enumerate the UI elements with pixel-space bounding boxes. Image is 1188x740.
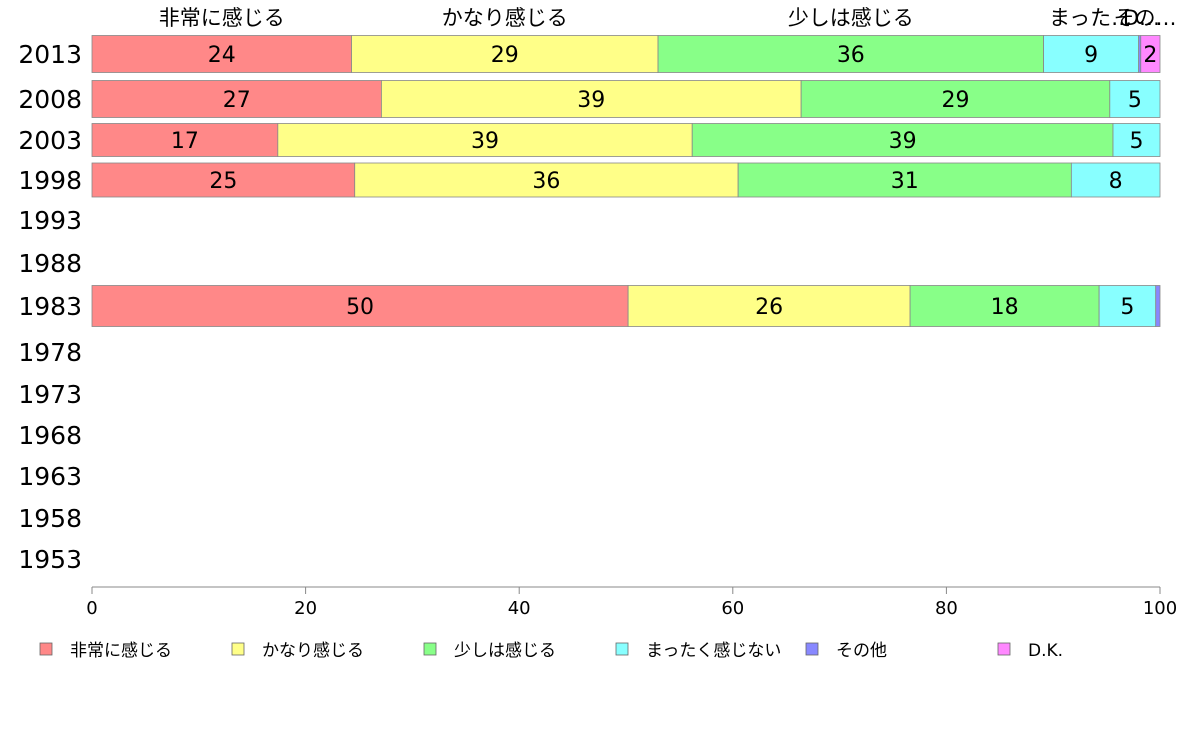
bar-2008-series-0 [91, 80, 382, 118]
legend-label-1: かなり感じる [262, 641, 364, 661]
data-label-2013-series-3: 9 [1084, 43, 1098, 68]
y-axis-labels: 2013 2008 2003 1998 1993 1988 1983 1978 1973 1968… [18, 40, 82, 574]
y-label-2013: 2013 [18, 40, 82, 69]
data-label-1998-series-3: 8 [1109, 169, 1123, 194]
data-label-2008-series-3: 5 [1128, 88, 1142, 113]
y-label-1978: 1978 [18, 338, 82, 367]
top-category-labels: 非常に感じる かなり感じる 少しは感じる まった…その…D… [159, 6, 1177, 30]
y-label-2003: 2003 [18, 126, 82, 155]
legend-swatch-2 [423, 642, 437, 656]
data-label-2003-series-2: 39 [889, 129, 917, 154]
top-label-4: その… [1114, 6, 1177, 30]
y-label-1983: 1983 [18, 292, 82, 321]
top-label-2: 少しは感じる [788, 6, 914, 30]
bar-2003-series-2 [691, 123, 1114, 157]
y-label-1973: 1973 [18, 380, 82, 409]
y-label-1963: 1963 [18, 462, 82, 491]
bar-1983-series-4 [1155, 285, 1161, 327]
bar-1998-series-1 [354, 162, 739, 198]
top-label-0: 非常に感じる [159, 6, 285, 30]
legend-swatch-1 [231, 642, 245, 656]
data-label-1998-series-0: 25 [209, 169, 237, 194]
bar-2003-series-1 [277, 123, 693, 157]
y-label-1958: 1958 [18, 504, 82, 533]
bar-2003-series-3 [1112, 123, 1161, 157]
bar-1983-series-2 [909, 285, 1100, 327]
y-label-1993: 1993 [18, 206, 82, 235]
data-label-2003-series-0: 17 [171, 129, 199, 154]
x-axis: 0 20 40 60 80 100 [86, 586, 1177, 619]
data-label-2013-series-0: 24 [208, 43, 236, 68]
data-label-2003-series-3: 5 [1130, 129, 1144, 154]
legend-swatch-4 [805, 642, 819, 656]
bar-2008-series-1 [381, 80, 802, 118]
x-tick-label-60: 60 [721, 598, 744, 619]
data-label-2013-series-5: 2 [1143, 43, 1157, 68]
x-tick-label-0: 0 [86, 598, 97, 619]
y-label-2008: 2008 [18, 85, 82, 114]
data-label-2008-series-2: 29 [941, 88, 969, 113]
y-label-1988: 1988 [18, 249, 82, 278]
data-label-2008-series-1: 39 [577, 88, 605, 113]
bar-1998-series-2 [737, 162, 1072, 198]
top-label-3: まった… [1049, 6, 1132, 30]
legend-label-3: まったく感じない [646, 641, 781, 661]
legend-label-4: その他 [836, 641, 887, 661]
legend-swatch-5 [997, 642, 1011, 656]
bar-2013-series-3 [1043, 35, 1140, 73]
data-label-1983-series-3: 5 [1120, 295, 1134, 320]
x-tick-label-80: 80 [935, 598, 958, 619]
legend-label-2: 少しは感じる [454, 641, 556, 661]
bar-1998-series-0 [91, 162, 356, 198]
top-label-1: かなり感じる [442, 6, 568, 30]
y-label-1953: 1953 [18, 545, 82, 574]
bar-2008-series-3 [1109, 80, 1161, 118]
x-tick-label-20: 20 [294, 598, 317, 619]
legend-swatch-3 [615, 642, 629, 656]
bar-2008-series-2 [800, 80, 1111, 118]
y-label-1998: 1998 [18, 166, 82, 195]
data-label-1983-series-0: 50 [346, 295, 374, 320]
data-label-2008-series-0: 27 [223, 88, 251, 113]
bar-1998-series-3 [1070, 162, 1161, 198]
bar-2013-series-5 [1140, 35, 1161, 73]
legend-swatch-0 [39, 642, 53, 656]
data-label-2013-series-1: 29 [491, 43, 519, 68]
legend: 非常に感じる かなり感じる 少しは感じる まったく感じない その他 D.K. [39, 641, 1063, 661]
bar-1983-series-1 [627, 285, 911, 327]
data-label-1983-series-2: 18 [991, 295, 1019, 320]
y-label-1968: 1968 [18, 421, 82, 450]
data-label-1998-series-2: 31 [891, 169, 919, 194]
bar-1983-series-3 [1098, 285, 1157, 327]
x-tick-label-100: 100 [1143, 598, 1177, 619]
legend-label-0: 非常に感じる [70, 641, 172, 661]
data-label-1998-series-1: 36 [532, 169, 560, 194]
bars-group: 24 29 36 9 2 27 39 29 5 17 39 39 5 25 36 31 8 50 26 18 5 [91, 35, 1161, 327]
data-label-1983-series-1: 26 [755, 295, 783, 320]
data-label-2003-series-1: 39 [471, 129, 499, 154]
bar-2003-series-0 [91, 123, 279, 157]
legend-label-5: D.K. [1028, 641, 1063, 661]
data-label-2013-series-2: 36 [837, 43, 865, 68]
top-label-5: D… [1123, 6, 1160, 30]
bar-2013-series-0 [91, 35, 352, 73]
x-tick-label-40: 40 [508, 598, 531, 619]
